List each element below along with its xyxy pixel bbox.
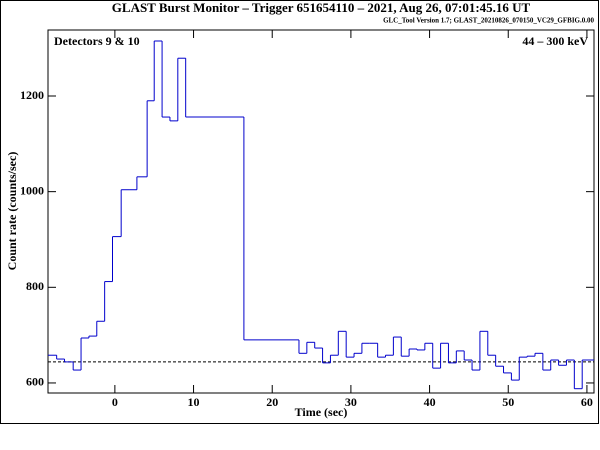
chart-subtitle: GLC_Tool Version 1.7; GLAST_20210826_070… bbox=[383, 17, 594, 25]
chart-title: GLAST Burst Monitor – Trigger 651654110 … bbox=[112, 0, 531, 15]
x-tick-label: 60 bbox=[581, 395, 593, 409]
x-tick-label: 0 bbox=[112, 395, 118, 409]
y-tick-label: 1000 bbox=[20, 183, 44, 197]
x-tick-label: 30 bbox=[345, 395, 357, 409]
y-tick-label: 1200 bbox=[20, 88, 44, 102]
x-tick-label: 40 bbox=[424, 395, 436, 409]
x-tick-label: 50 bbox=[502, 395, 514, 409]
frame bbox=[0, 0, 599, 424]
y-tick-label: 800 bbox=[26, 279, 44, 293]
plot-area bbox=[47, 29, 595, 394]
x-tick-label: 10 bbox=[188, 395, 200, 409]
annotation: 44 – 300 keV bbox=[522, 34, 588, 48]
x-axis-label: Time (sec) bbox=[295, 405, 348, 419]
x-tick-label: 20 bbox=[266, 395, 278, 409]
annotation: Detectors 9 & 10 bbox=[54, 34, 140, 48]
y-axis-label: Count rate (counts/sec) bbox=[5, 152, 19, 271]
y-tick-label: 600 bbox=[26, 375, 44, 389]
